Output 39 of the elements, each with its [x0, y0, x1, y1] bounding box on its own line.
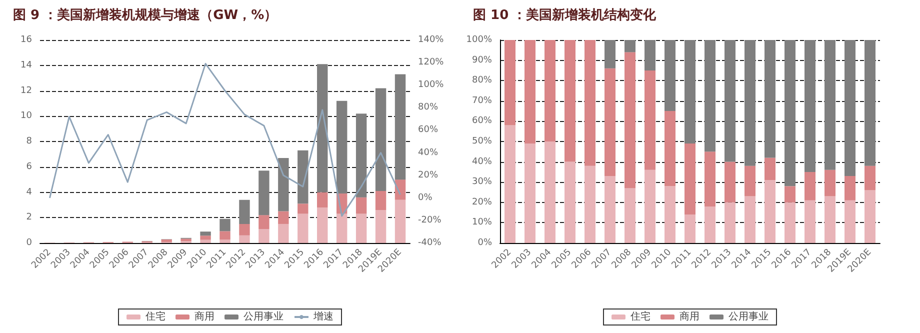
y-tick-label: 12 — [20, 86, 32, 96]
y-tick-label: 0 — [26, 238, 32, 248]
y2-tick-label: 60% — [418, 125, 438, 136]
legend-label: 公用事业 — [728, 310, 768, 322]
y-tick-label: 4 — [26, 187, 32, 198]
y-tick-label: 10 — [20, 111, 32, 122]
y-tick-label: 0% — [478, 238, 492, 248]
legend-label: 商用 — [680, 310, 700, 322]
chart-title: 图 10 ：美国新增装机结构变化 — [473, 7, 658, 23]
y-tick-label: 16 — [20, 35, 32, 45]
legend-label: 增速 — [312, 310, 334, 322]
legend-label: 住宅 — [146, 310, 166, 322]
y-tick-label: 60% — [472, 116, 492, 126]
legend-label: 商用 — [194, 310, 214, 322]
y2-tick-label: -20% — [418, 215, 442, 226]
y-tick-label: 80% — [472, 76, 492, 86]
y2-tick-label: -40% — [418, 238, 442, 248]
y2-tick-label: 100% — [418, 80, 444, 90]
y-tick-label: 50% — [472, 136, 492, 146]
y-tick-label: 14 — [20, 60, 32, 70]
y-tick-label: 40% — [472, 156, 492, 167]
y-tick-label: 30% — [472, 177, 492, 188]
y-tick-label: 10% — [472, 218, 492, 228]
y2-tick-label: 0% — [418, 192, 433, 203]
y-tick-label: 2 — [26, 212, 32, 223]
y-tick-label: 90% — [472, 55, 492, 66]
y2-tick-label: 20% — [418, 170, 438, 180]
y2-tick-label: 80% — [418, 102, 438, 113]
legend-label: 住宅 — [630, 310, 650, 322]
y2-tick-label: 140% — [418, 35, 444, 45]
y-tick-label: 100% — [466, 35, 492, 45]
chart-title: 图 9 ：美国新增装机规模与增速（GW，%） — [13, 7, 278, 23]
y2-tick-label: 120% — [418, 58, 444, 68]
y-tick-label: 6 — [26, 162, 32, 172]
y2-tick-label: 40% — [418, 148, 438, 158]
y-tick-label: 20% — [472, 197, 492, 208]
y-tick-label: 70% — [472, 96, 492, 106]
y-tick-label: 8 — [26, 136, 32, 146]
legend-label: 公用事业 — [244, 310, 284, 322]
